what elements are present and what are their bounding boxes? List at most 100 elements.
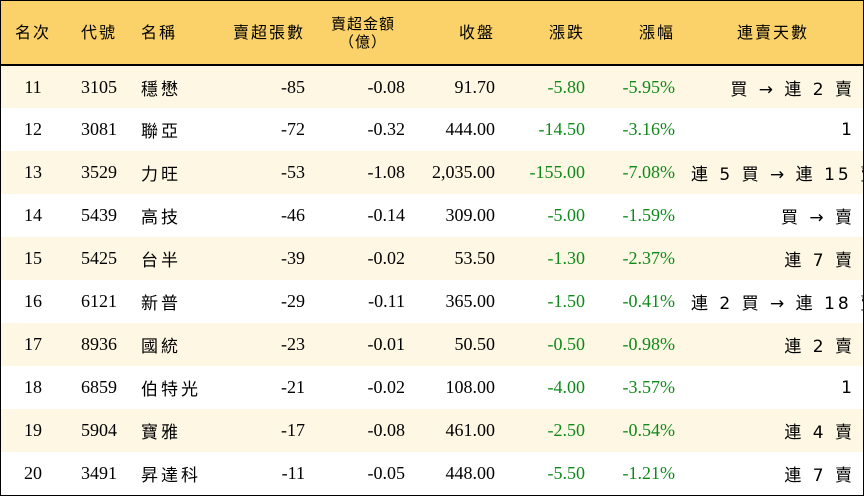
net-sell-amount-cell: -0.05 — [367, 463, 406, 483]
streak-cell: 連 4 賣 — [784, 423, 855, 443]
header-net-sell-amount-label: 賣超金額 — [330, 14, 395, 33]
header-net-sell-lots: 賣超張數 — [211, 1, 313, 66]
name-cell: 台半 — [141, 251, 181, 271]
header-net-sell-amount-unit: （億） — [338, 32, 387, 51]
header-name: 名稱 — [133, 1, 211, 66]
change-cell: -5.00 — [547, 205, 586, 225]
rank-cell: 11 — [24, 76, 42, 97]
code-cell: 3105 — [81, 76, 117, 97]
streak-cell: 買 → 連 2 賣 — [730, 79, 855, 100]
header-change-pct: 漲幅 — [593, 1, 683, 66]
name-cell: 伯特光 — [141, 380, 201, 400]
net-sell-lots-cell: -72 — [281, 119, 305, 139]
streak-cell: 連 2 賣 — [784, 337, 855, 357]
net-sell-lots-cell: -85 — [281, 76, 305, 97]
table-row: 20 3491 昇達科 -11 -0.05 448.00 -5.50 -1.21% 連 7 賣 — [1, 452, 863, 495]
code-cell: 5904 — [81, 420, 117, 440]
net-sell-lots-cell: -11 — [281, 463, 305, 483]
name-cell: 昇達科 — [141, 466, 201, 486]
net-sell-lots-cell: -46 — [281, 205, 305, 225]
change-pct-cell: -0.41% — [622, 291, 676, 311]
name-cell: 寶雅 — [141, 423, 181, 443]
code-cell: 5425 — [81, 248, 117, 268]
rank-cell: 13 — [24, 162, 42, 182]
streak-cell: 連 7 賣 — [784, 251, 855, 271]
close-cell: 53.50 — [454, 248, 496, 268]
header-change: 漲跌 — [503, 1, 593, 66]
rank-cell: 15 — [24, 248, 42, 268]
change-cell: -155.00 — [529, 162, 586, 182]
code-cell: 3529 — [81, 162, 117, 182]
table-row: 11 3105 穩懋 -85 -0.08 91.70 -5.80 -5.95% 買 → 連 2 … — [1, 65, 863, 108]
net-sell-lots-cell: -53 — [281, 162, 305, 182]
net-sell-amount-cell: -0.01 — [367, 334, 406, 354]
rank-cell: 18 — [24, 377, 42, 397]
table-row: 15 5425 台半 -39 -0.02 53.50 -1.30 -2.37% 連 7 賣 — [1, 237, 863, 280]
name-cell: 力旺 — [141, 165, 181, 185]
table-row: 18 6859 伯特光 -21 -0.02 108.00 -4.00 -3.57% 1 — [1, 366, 863, 409]
net-sell-lots-cell: -39 — [281, 248, 305, 268]
rank-cell: 12 — [24, 119, 42, 139]
change-pct-cell: -7.08% — [622, 162, 676, 182]
table-body: 11 3105 穩懋 -85 -0.08 91.70 -5.80 -5.95% 買 → 連 2 … — [1, 65, 864, 495]
name-cell: 國統 — [141, 337, 181, 357]
code-cell: 3491 — [81, 463, 117, 483]
close-cell: 309.00 — [445, 205, 496, 225]
rank-cell: 16 — [24, 291, 42, 311]
name-cell: 聯亞 — [141, 122, 181, 142]
code-cell: 5439 — [81, 205, 117, 225]
name-cell: 穩懋 — [141, 79, 181, 100]
net-sell-amount-cell: -0.32 — [367, 119, 406, 139]
net-sell-lots-cell: -29 — [281, 291, 305, 311]
table-row: 14 5439 高技 -46 -0.14 309.00 -5.00 -1.59% 買 → 賣 — [1, 194, 863, 237]
change-cell: -5.50 — [547, 463, 586, 483]
rank-cell: 20 — [24, 463, 42, 483]
close-cell: 108.00 — [445, 377, 496, 397]
change-pct-cell: -2.37% — [622, 248, 676, 268]
header-row: 名次 代號 名稱 賣超張數 賣超金額 （億） 收盤 漲跌 漲幅 連賣天數 — [1, 1, 863, 66]
close-cell: 91.70 — [454, 76, 496, 97]
net-sell-amount-cell: -0.08 — [367, 420, 406, 440]
change-cell: -4.00 — [547, 377, 586, 397]
close-cell: 50.50 — [454, 334, 496, 354]
change-cell: -14.50 — [538, 119, 586, 139]
code-cell: 8936 — [81, 334, 117, 354]
change-pct-cell: -1.59% — [622, 205, 676, 225]
close-cell: 461.00 — [445, 420, 496, 440]
streak-cell: 買 → 賣 — [780, 208, 855, 228]
change-pct-cell: -0.98% — [622, 334, 676, 354]
change-cell: -1.50 — [547, 291, 586, 311]
net-sell-amount-cell: -0.11 — [368, 291, 405, 311]
change-pct-cell: -5.95% — [622, 76, 676, 97]
table-row: 17 8936 國統 -23 -0.01 50.50 -0.50 -0.98% 連 2 賣 — [1, 323, 863, 366]
name-cell: 新普 — [141, 294, 181, 314]
change-cell: -2.50 — [547, 420, 586, 440]
table-row: 13 3529 力旺 -53 -1.08 2,035.00 -155.00 -7.08% 連 5… — [1, 151, 864, 194]
streak-cell: 1 — [841, 377, 855, 398]
close-cell: 448.00 — [445, 463, 496, 483]
header-streak: 連賣天數 — [683, 1, 863, 66]
close-cell: 365.00 — [445, 291, 496, 311]
net-sell-lots-cell: -23 — [281, 334, 305, 354]
net-sell-amount-cell: -0.02 — [367, 248, 406, 268]
streak-cell: 連 2 買 → 連 18 賣 — [691, 294, 864, 314]
header-net-sell-amount: 賣超金額 （億） — [313, 1, 413, 66]
table-row: 12 3081 聯亞 -72 -0.32 444.00 -14.50 -3.16% 1 — [1, 108, 863, 151]
code-cell: 3081 — [81, 119, 117, 139]
rank-cell: 19 — [24, 420, 42, 440]
rank-cell: 14 — [24, 205, 42, 225]
change-pct-cell: -3.57% — [622, 377, 676, 397]
close-cell: 444.00 — [445, 119, 496, 139]
net-sell-amount-cell: -0.02 — [367, 377, 406, 397]
header-rank: 名次 — [1, 1, 65, 66]
table-row: 19 5904 寶雅 -17 -0.08 461.00 -2.50 -0.54% 連 4 賣 — [1, 409, 863, 452]
change-cell: -0.50 — [547, 334, 586, 354]
close-cell: 2,035.00 — [432, 162, 495, 182]
header-close: 收盤 — [413, 1, 503, 66]
code-cell: 6121 — [81, 291, 117, 311]
streak-cell: 1 — [841, 119, 855, 140]
code-cell: 6859 — [81, 377, 117, 397]
change-cell: -5.80 — [547, 76, 586, 97]
name-cell: 高技 — [141, 208, 181, 228]
